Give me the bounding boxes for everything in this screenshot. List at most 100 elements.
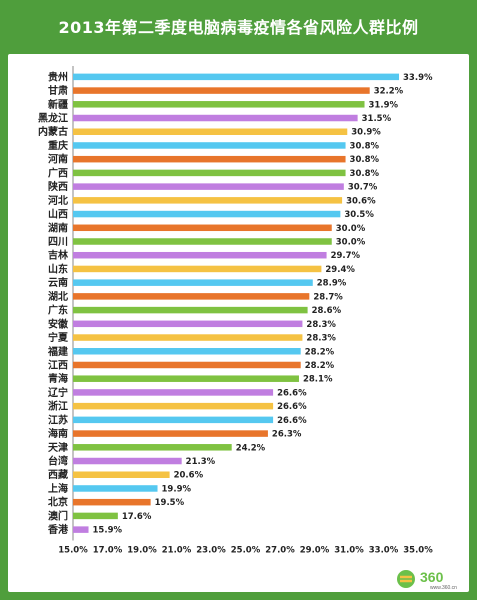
data-label: 19.9% xyxy=(162,484,192,494)
logo-subtext: www.360.cn xyxy=(430,585,457,591)
bar-chart: 贵州 33.9% 甘肃 32.2% 新疆 31.9% 黑龙江 31.5% 内蒙古 30.9% 重庆 3… xyxy=(38,66,433,555)
x-tick-label: 31.0% xyxy=(334,545,364,555)
data-label: 28.6% xyxy=(312,306,342,316)
data-label: 24.2% xyxy=(236,443,266,453)
bar xyxy=(73,416,274,424)
bar xyxy=(73,306,308,314)
category-label: 天津 xyxy=(48,441,68,454)
data-label: 28.1% xyxy=(303,375,333,385)
category-label: 湖南 xyxy=(48,221,68,234)
bar xyxy=(73,73,400,81)
data-label: 26.3% xyxy=(272,430,302,440)
data-label: 28.3% xyxy=(306,334,336,344)
category-label: 河南 xyxy=(48,153,68,166)
data-label: 32.2% xyxy=(374,87,404,97)
data-label: 30.0% xyxy=(336,224,366,234)
data-label: 30.7% xyxy=(348,183,378,193)
data-label: 19.5% xyxy=(155,498,185,508)
bar xyxy=(73,334,303,341)
data-label: 26.6% xyxy=(277,388,307,398)
category-label: 浙江 xyxy=(48,400,68,413)
x-tick-label: 17.0% xyxy=(93,545,123,555)
category-label: 台湾 xyxy=(48,455,68,468)
bar xyxy=(73,498,151,506)
bar xyxy=(73,210,341,218)
bar xyxy=(73,128,348,135)
bar xyxy=(73,471,170,478)
x-tick-label: 27.0% xyxy=(265,545,295,555)
bar xyxy=(73,375,299,382)
data-label: 20.6% xyxy=(174,471,204,481)
bar xyxy=(73,251,327,259)
data-label: 28.2% xyxy=(305,361,335,371)
category-label: 河北 xyxy=(48,194,68,207)
chart-title: 2013年第二季度电脑病毒疫情各省风险人群比例 xyxy=(58,18,419,37)
data-label: 30.0% xyxy=(336,238,366,248)
logo-mark-icon xyxy=(400,575,412,583)
bar xyxy=(73,155,346,163)
data-label: 26.6% xyxy=(277,402,307,412)
bar xyxy=(73,224,332,232)
bar xyxy=(73,114,358,122)
data-label: 30.9% xyxy=(351,128,381,138)
x-tick-label: 19.0% xyxy=(127,545,157,555)
data-label: 31.9% xyxy=(369,100,399,110)
category-label: 甘肃 xyxy=(48,84,68,97)
category-label: 陕西 xyxy=(48,180,68,193)
x-tick-label: 35.0% xyxy=(403,545,433,555)
bar xyxy=(73,320,303,328)
data-label: 21.3% xyxy=(186,457,216,467)
category-label: 新疆 xyxy=(48,98,68,111)
data-label: 28.3% xyxy=(306,320,336,330)
data-label: 15.9% xyxy=(93,526,123,536)
data-label: 28.7% xyxy=(313,292,343,302)
bar xyxy=(73,265,322,273)
title-bar: 2013年第二季度电脑病毒疫情各省风险人群比例 xyxy=(0,0,477,52)
category-label: 内蒙古 xyxy=(38,125,68,138)
data-label: 30.8% xyxy=(350,155,380,165)
bar xyxy=(73,183,344,190)
data-label: 30.5% xyxy=(344,210,374,220)
category-label: 青海 xyxy=(48,372,68,385)
category-label: 西藏 xyxy=(48,468,68,481)
category-label: 重庆 xyxy=(48,139,68,152)
data-label: 28.9% xyxy=(317,279,347,289)
category-label: 香港 xyxy=(48,523,69,536)
bar xyxy=(73,279,313,286)
x-tick-label: 25.0% xyxy=(231,545,261,555)
category-label: 安徽 xyxy=(48,317,69,330)
category-label: 四川 xyxy=(48,236,68,248)
360-logo: 360 www.360.cn xyxy=(395,568,457,591)
bar xyxy=(73,361,301,369)
data-label: 30.8% xyxy=(350,141,380,151)
bar xyxy=(73,142,346,149)
category-label: 海南 xyxy=(48,427,68,440)
data-label: 30.6% xyxy=(346,196,376,206)
bar xyxy=(73,293,310,300)
category-label: 云南 xyxy=(48,276,68,289)
bar xyxy=(73,526,89,533)
category-label: 贵州 xyxy=(48,70,68,83)
category-label: 山西 xyxy=(48,208,68,221)
bar xyxy=(73,389,274,396)
data-label: 17.6% xyxy=(122,512,152,522)
x-tick-label: 21.0% xyxy=(162,545,192,555)
bar xyxy=(73,430,268,437)
data-label: 31.5% xyxy=(362,114,392,124)
bar xyxy=(73,197,343,204)
category-label: 山东 xyxy=(48,262,68,275)
category-label: 湖北 xyxy=(48,290,68,303)
x-tick-label: 23.0% xyxy=(196,545,226,555)
bar xyxy=(73,444,232,451)
data-label: 29.7% xyxy=(331,251,361,261)
category-label: 宁夏 xyxy=(48,331,69,344)
plot-panel: 贵州 33.9% 甘肃 32.2% 新疆 31.9% 黑龙江 31.5% 内蒙古 30.9% 重庆 3… xyxy=(8,54,469,592)
category-label: 江苏 xyxy=(48,413,68,426)
category-label: 上海 xyxy=(48,482,68,495)
data-label: 28.2% xyxy=(305,347,335,357)
category-label: 广西 xyxy=(48,166,68,179)
bar xyxy=(73,485,158,492)
bar xyxy=(73,512,118,520)
bar xyxy=(73,457,182,465)
